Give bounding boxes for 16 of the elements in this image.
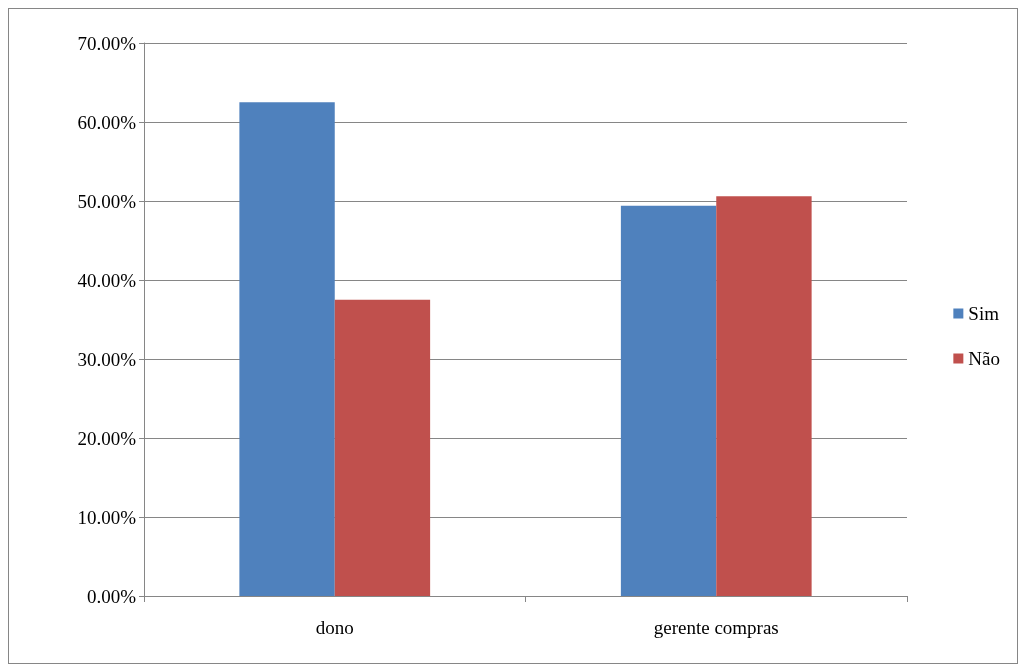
bar <box>716 196 812 596</box>
x-tick-label: dono <box>315 617 354 638</box>
y-tick-label: 20.00% <box>77 427 137 449</box>
bar <box>620 205 717 596</box>
x-tick-label: gerente compras <box>653 617 779 638</box>
y-tick-label: 60.00% <box>77 111 137 133</box>
y-tick-label: 10.00% <box>77 506 137 528</box>
legend-label: Não <box>968 348 1000 369</box>
bar <box>334 299 431 596</box>
y-tick-label: 40.00% <box>77 269 137 291</box>
y-tick-label: 0.00% <box>86 585 137 607</box>
bar <box>239 102 335 596</box>
y-tick-label: 70.00% <box>77 32 137 54</box>
y-tick-label: 30.00% <box>77 348 137 370</box>
legend-label: Sim <box>968 303 1000 324</box>
y-tick-label: 50.00% <box>77 190 137 212</box>
